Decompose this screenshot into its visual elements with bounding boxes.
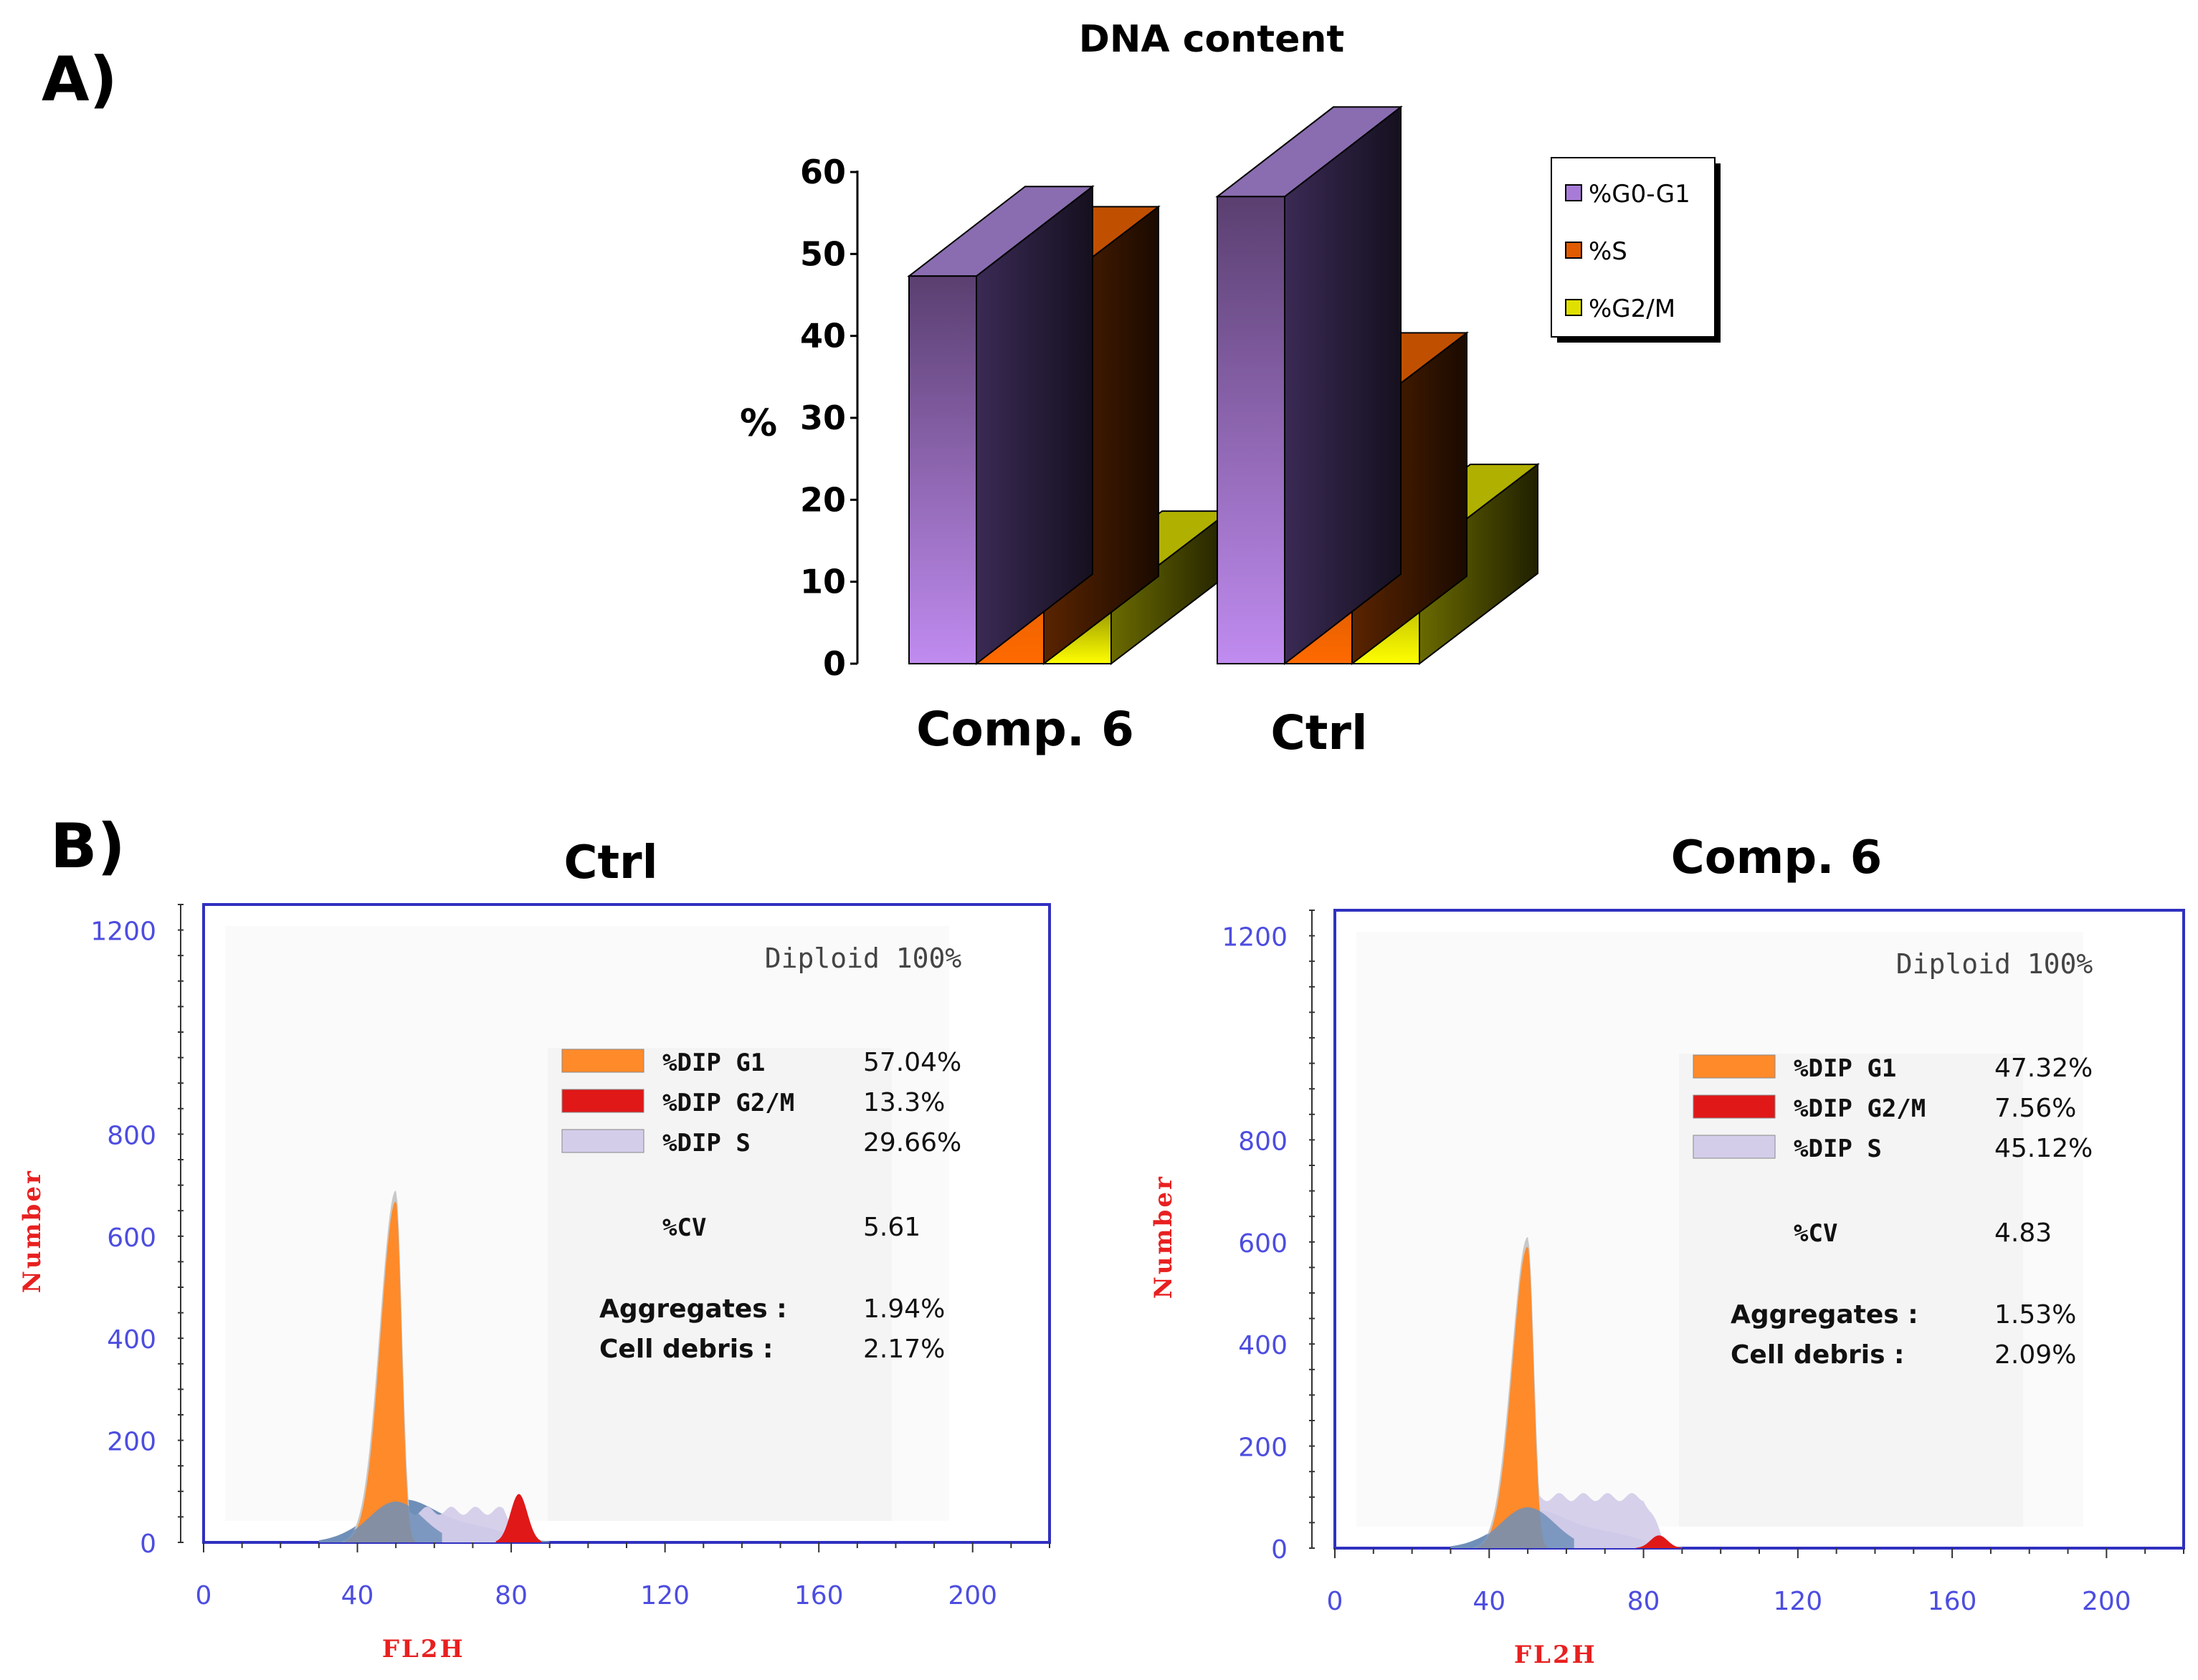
aggregates-value: 1.53% bbox=[1994, 1300, 2076, 1330]
stat-label: %DIP S bbox=[1794, 1135, 1882, 1163]
x-tick-label: 80 bbox=[1627, 1587, 1660, 1616]
y-tick-label: 800 bbox=[1238, 1127, 1288, 1156]
cell-debris-label: Cell debris : bbox=[599, 1335, 773, 1364]
dna-content-3d-bar-chart: DNA content % 0 10 20 30 40 50 60 Comp. 6 Ctrl… bbox=[740, 18, 1721, 760]
legend-swatch-g0-g1 bbox=[1565, 184, 1582, 201]
cell-debris-value: 2.17% bbox=[863, 1335, 945, 1364]
stat-value: 57.04% bbox=[863, 1048, 961, 1077]
y-tick-label: 20 bbox=[800, 480, 846, 519]
stat-value: 13.3% bbox=[863, 1088, 945, 1117]
y-tick-label: 40 bbox=[800, 317, 846, 355]
x-tick-label: 160 bbox=[794, 1581, 844, 1610]
g2m-peak bbox=[495, 1494, 542, 1542]
stat-label: %DIP G1 bbox=[662, 1049, 765, 1077]
g1-peak bbox=[1478, 1246, 1547, 1548]
stat-label: %DIP S bbox=[662, 1129, 751, 1158]
y-tick-label: 200 bbox=[1238, 1433, 1288, 1463]
bar-g0-g1-comp6 bbox=[908, 275, 977, 665]
x-tick-label: 40 bbox=[1473, 1587, 1505, 1616]
cv-value: 5.61 bbox=[863, 1213, 920, 1242]
stat-label: %DIP G2/M bbox=[662, 1089, 794, 1117]
y-tick-label: 0 bbox=[140, 1529, 156, 1559]
y-tick-label: 30 bbox=[800, 398, 846, 437]
g1-base-debris bbox=[342, 1502, 442, 1542]
x-axis-label: FL2H bbox=[1514, 1641, 1597, 1669]
stat-swatch bbox=[561, 1049, 644, 1073]
legend-label-g2m: %G2/M bbox=[1589, 295, 1675, 323]
y-tick-label: 600 bbox=[107, 1223, 156, 1253]
g1-peak bbox=[346, 1201, 415, 1542]
y-tick-label: 800 bbox=[107, 1121, 156, 1150]
stat-value: 45.12% bbox=[1994, 1134, 2093, 1163]
stat-value: 29.66% bbox=[863, 1128, 961, 1158]
legend-swatch-s bbox=[1565, 242, 1582, 259]
x-tick-label: 40 bbox=[341, 1581, 374, 1610]
x-tick-label: 0 bbox=[196, 1581, 212, 1610]
chart-title: DNA content bbox=[1079, 18, 1345, 61]
stat-value: 7.56% bbox=[1994, 1094, 2076, 1123]
y-axis-label: Number bbox=[1149, 1175, 1178, 1299]
y-tick-label: 1200 bbox=[1222, 923, 1288, 953]
stat-swatch bbox=[561, 1089, 644, 1113]
aggregates-label: Aggregates : bbox=[1731, 1300, 1918, 1330]
stat-swatch bbox=[1693, 1094, 1776, 1119]
diploid-label: Diploid 100% bbox=[1896, 948, 2093, 980]
y-tick-label: 600 bbox=[1238, 1229, 1288, 1259]
panel-a-label: A) bbox=[42, 44, 118, 115]
cv-label: %CV bbox=[1794, 1219, 1837, 1248]
stats-background bbox=[1679, 1054, 2023, 1527]
x-tick-label: 120 bbox=[640, 1581, 690, 1610]
y-tick-label: 200 bbox=[107, 1428, 156, 1457]
cell-debris-label: Cell debris : bbox=[1731, 1340, 1904, 1370]
y-tick-label: 50 bbox=[800, 234, 846, 273]
y-tick-label: 400 bbox=[1238, 1331, 1288, 1360]
legend-swatch-g2m bbox=[1565, 299, 1582, 316]
y-tick-label: 10 bbox=[800, 563, 846, 601]
histogram-ctrl: 0 40 80 120 160 200 0 200 400 600 800 1200 FL2H Numbe… bbox=[18, 903, 1051, 1664]
x-tick-label: 80 bbox=[495, 1581, 528, 1610]
x-tick-label: 160 bbox=[1928, 1587, 1977, 1616]
stat-swatch bbox=[561, 1129, 644, 1153]
category-label-comp6: Comp. 6 bbox=[916, 702, 1134, 757]
stat-value: 47.32% bbox=[1994, 1054, 2093, 1083]
diploid-label: Diploid 100% bbox=[765, 942, 962, 974]
category-label-ctrl: Ctrl bbox=[1270, 705, 1367, 760]
histogram-title-ctrl: Ctrl bbox=[563, 836, 657, 889]
bar-g0-g1-ctrl bbox=[1217, 196, 1285, 664]
legend-label-s: %S bbox=[1589, 237, 1627, 266]
x-tick-label: 200 bbox=[948, 1581, 997, 1610]
y-tick-label: 400 bbox=[107, 1325, 156, 1355]
aggregates-value: 1.94% bbox=[863, 1294, 945, 1324]
x-tick-label: 200 bbox=[2082, 1587, 2131, 1616]
bars bbox=[907, 105, 1540, 666]
histogram-comp6: 0 40 80 120 160 200 0 200 400 600 800 1200 FL2H Numbe… bbox=[1149, 909, 2185, 1669]
stat-label: %DIP G2/M bbox=[1794, 1094, 1926, 1123]
stat-label: %DIP G1 bbox=[1794, 1054, 1896, 1083]
stats-background bbox=[548, 1048, 892, 1521]
panel-b-label: B) bbox=[50, 811, 125, 882]
y-tick-label: 0 bbox=[823, 644, 846, 683]
x-tick-label: 120 bbox=[1773, 1587, 1822, 1616]
y-tick-label: 60 bbox=[800, 153, 846, 191]
g2m-peak bbox=[1635, 1535, 1683, 1548]
stat-swatch bbox=[1693, 1054, 1776, 1079]
cell-debris-value: 2.09% bbox=[1994, 1340, 2076, 1370]
aggregates-label: Aggregates : bbox=[599, 1294, 787, 1324]
x-tick-label: 0 bbox=[1327, 1587, 1343, 1616]
y-axis: 0 10 20 30 40 50 60 bbox=[800, 153, 857, 683]
g1-base-debris bbox=[1473, 1507, 1574, 1548]
y-tick-label: 1200 bbox=[90, 917, 156, 947]
y-axis-label: Number bbox=[18, 1169, 47, 1293]
y-axis-label: % bbox=[740, 402, 777, 445]
legend-label-g0-g1: %G0-G1 bbox=[1589, 180, 1690, 209]
x-axis-label: FL2H bbox=[382, 1635, 465, 1664]
cv-value: 4.83 bbox=[1994, 1218, 2052, 1248]
legend: %G0-G1 %S %G2/M bbox=[1551, 157, 1721, 343]
histogram-title-comp6: Comp. 6 bbox=[1671, 831, 1883, 884]
stat-swatch bbox=[1693, 1135, 1776, 1159]
cv-label: %CV bbox=[662, 1213, 706, 1242]
bar-g0-g1-ctrl-side bbox=[1284, 105, 1402, 666]
y-tick-label: 0 bbox=[1271, 1535, 1288, 1565]
